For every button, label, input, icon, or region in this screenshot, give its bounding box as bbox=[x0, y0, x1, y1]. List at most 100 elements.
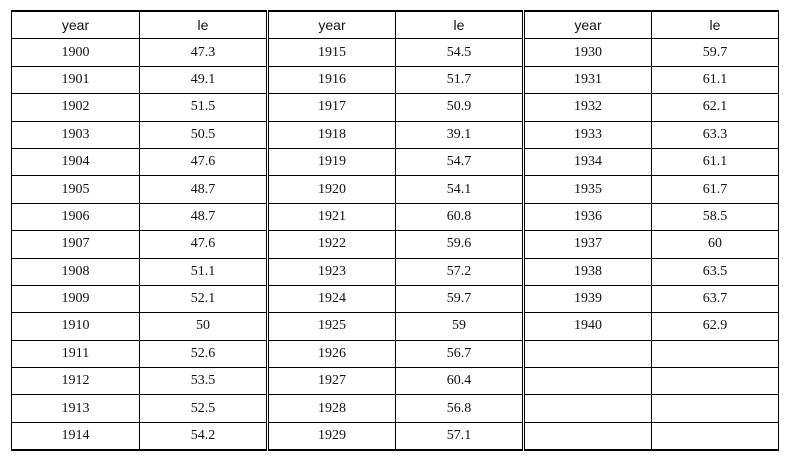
table-body: 1900 47.3 1915 54.5 1930 59.7 1901 49.1 1916 51.7… bbox=[11, 38, 779, 452]
le-cell: 60.8 bbox=[395, 202, 524, 232]
table-row: 1904 47.6 1919 54.7 1934 61.1 bbox=[11, 147, 779, 177]
le-cell bbox=[651, 421, 779, 452]
year-cell: 1901 bbox=[11, 65, 140, 95]
year-cell: 1920 bbox=[266, 175, 396, 204]
table-row: 1911 52.6 1926 56.7 bbox=[11, 339, 779, 369]
le-cell: 63.5 bbox=[651, 257, 779, 286]
year-cell: 1900 bbox=[11, 38, 140, 67]
year-cell: 1912 bbox=[11, 367, 140, 396]
year-cell bbox=[522, 339, 652, 369]
le-cell: 54.2 bbox=[139, 421, 268, 452]
year-cell: 1913 bbox=[11, 394, 140, 423]
year-cell: 1925 bbox=[266, 312, 396, 341]
col-header-le-1: le bbox=[139, 10, 268, 40]
year-cell: 1907 bbox=[11, 230, 140, 259]
year-cell: 1934 bbox=[522, 147, 652, 177]
year-cell: 1926 bbox=[266, 339, 396, 369]
year-cell: 1933 bbox=[522, 120, 652, 149]
table-row: 1903 50.5 1918 39.1 1933 63.3 bbox=[11, 120, 779, 149]
table-container: year le year le year le 1900 47.3 1915 54.5… bbox=[11, 10, 779, 452]
col-header-year-3: year bbox=[522, 10, 652, 40]
table-row: 1910 50 1925 59 1940 62.9 bbox=[11, 312, 779, 341]
le-cell: 56.8 bbox=[395, 394, 524, 423]
le-cell: 58.5 bbox=[651, 202, 779, 232]
col-header-le-3: le bbox=[651, 10, 779, 40]
year-cell bbox=[522, 367, 652, 396]
le-cell bbox=[651, 339, 779, 369]
year-cell bbox=[522, 421, 652, 452]
year-cell: 1931 bbox=[522, 65, 652, 95]
le-cell: 53.5 bbox=[139, 367, 268, 396]
year-cell: 1937 bbox=[522, 230, 652, 259]
le-cell: 52.5 bbox=[139, 394, 268, 423]
life-expectancy-table: year le year le year le 1900 47.3 1915 54.5… bbox=[11, 10, 779, 452]
year-cell: 1909 bbox=[11, 284, 140, 314]
year-cell: 1936 bbox=[522, 202, 652, 232]
year-cell: 1932 bbox=[522, 93, 652, 122]
year-cell: 1924 bbox=[266, 284, 396, 314]
le-cell: 52.6 bbox=[139, 339, 268, 369]
year-cell: 1929 bbox=[266, 421, 396, 452]
le-cell: 48.7 bbox=[139, 175, 268, 204]
year-cell: 1916 bbox=[266, 65, 396, 95]
table-row: 1902 51.5 1917 50.9 1932 62.1 bbox=[11, 93, 779, 122]
le-cell: 59.6 bbox=[395, 230, 524, 259]
le-cell: 57.2 bbox=[395, 257, 524, 286]
year-cell: 1940 bbox=[522, 312, 652, 341]
year-cell: 1923 bbox=[266, 257, 396, 286]
le-cell: 51.1 bbox=[139, 257, 268, 286]
table-row: 1913 52.5 1928 56.8 bbox=[11, 394, 779, 423]
le-cell: 54.1 bbox=[395, 175, 524, 204]
year-cell: 1908 bbox=[11, 257, 140, 286]
year-cell bbox=[522, 394, 652, 423]
table-row: 1905 48.7 1920 54.1 1935 61.7 bbox=[11, 175, 779, 204]
year-cell: 1928 bbox=[266, 394, 396, 423]
year-cell: 1917 bbox=[266, 93, 396, 122]
le-cell: 47.6 bbox=[139, 147, 268, 177]
year-cell: 1903 bbox=[11, 120, 140, 149]
le-cell: 51.5 bbox=[139, 93, 268, 122]
le-cell bbox=[651, 394, 779, 423]
le-cell: 63.7 bbox=[651, 284, 779, 314]
year-cell: 1919 bbox=[266, 147, 396, 177]
le-cell: 52.1 bbox=[139, 284, 268, 314]
le-cell: 48.7 bbox=[139, 202, 268, 232]
le-cell: 51.7 bbox=[395, 65, 524, 95]
year-cell: 1902 bbox=[11, 93, 140, 122]
col-header-year-2: year bbox=[266, 10, 396, 40]
le-cell: 57.1 bbox=[395, 421, 524, 452]
table-row: 1914 54.2 1929 57.1 bbox=[11, 421, 779, 452]
col-header-le-2: le bbox=[395, 10, 524, 40]
le-cell: 61.7 bbox=[651, 175, 779, 204]
year-cell: 1935 bbox=[522, 175, 652, 204]
le-cell: 60 bbox=[651, 230, 779, 259]
year-cell: 1910 bbox=[11, 312, 140, 341]
year-cell: 1927 bbox=[266, 367, 396, 396]
header-row: year le year le year le bbox=[11, 10, 779, 40]
year-cell: 1918 bbox=[266, 120, 396, 149]
year-cell: 1906 bbox=[11, 202, 140, 232]
le-cell: 56.7 bbox=[395, 339, 524, 369]
year-cell: 1904 bbox=[11, 147, 140, 177]
table-row: 1906 48.7 1921 60.8 1936 58.5 bbox=[11, 202, 779, 232]
year-cell: 1905 bbox=[11, 175, 140, 204]
le-cell: 50.9 bbox=[395, 93, 524, 122]
table-row: 1908 51.1 1923 57.2 1938 63.5 bbox=[11, 257, 779, 286]
le-cell: 59 bbox=[395, 312, 524, 341]
le-cell: 61.1 bbox=[651, 147, 779, 177]
le-cell: 54.7 bbox=[395, 147, 524, 177]
le-cell: 59.7 bbox=[651, 38, 779, 67]
year-cell: 1914 bbox=[11, 421, 140, 452]
year-cell: 1911 bbox=[11, 339, 140, 369]
year-cell: 1921 bbox=[266, 202, 396, 232]
le-cell: 62.9 bbox=[651, 312, 779, 341]
le-cell: 54.5 bbox=[395, 38, 524, 67]
table-row: 1912 53.5 1927 60.4 bbox=[11, 367, 779, 396]
year-cell: 1922 bbox=[266, 230, 396, 259]
year-cell: 1915 bbox=[266, 38, 396, 67]
table-row: 1900 47.3 1915 54.5 1930 59.7 bbox=[11, 38, 779, 67]
le-cell: 61.1 bbox=[651, 65, 779, 95]
le-cell: 59.7 bbox=[395, 284, 524, 314]
col-header-year-1: year bbox=[11, 10, 140, 40]
table-row: 1907 47.6 1922 59.6 1937 60 bbox=[11, 230, 779, 259]
